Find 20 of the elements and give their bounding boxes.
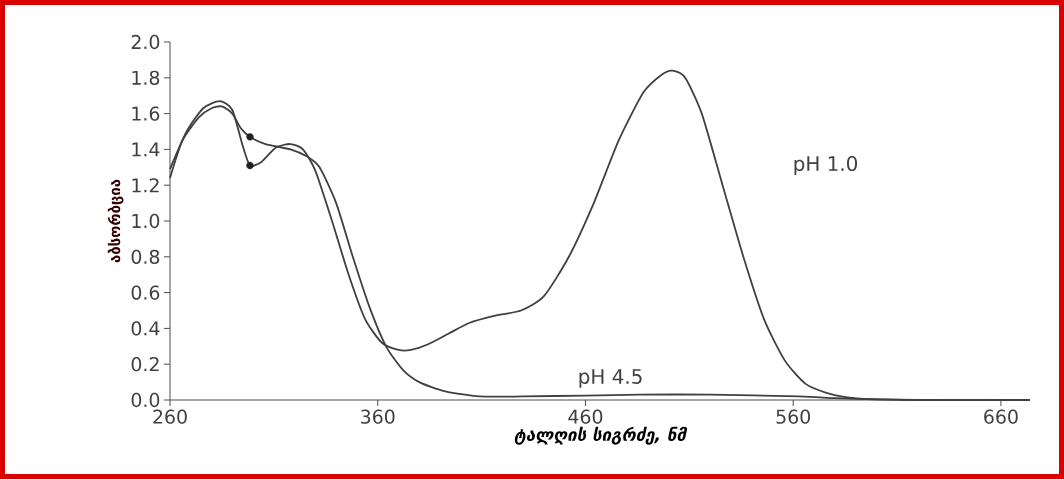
y-tick-label: 1.0 (132, 213, 160, 229)
y-tick-label: 2.0 (131, 34, 160, 50)
x-tick-label: 560 (776, 409, 810, 424)
annotation: pH 4.5 (579, 369, 642, 388)
y-tick-label: 0.2 (131, 357, 159, 372)
x-axis-title: ტალღის სიგრძე, ნმ (514, 426, 688, 445)
y-tick-label: 0.6 (131, 285, 160, 300)
y-tick-label: 1.6 (132, 106, 160, 121)
y-axis-title: აბსორბცია (107, 179, 124, 263)
y-tick-label: 0.4 (131, 321, 160, 336)
x-tick-label: 460 (568, 409, 603, 424)
x-tick-label: 660 (984, 409, 1018, 424)
y-tick-label: 0.8 (131, 249, 160, 264)
x-tick-label: 260 (153, 409, 187, 424)
y-tick-label: 1.4 (132, 142, 160, 157)
annotation: pH 1.0 (794, 156, 858, 175)
x-tick-label: 360 (361, 409, 395, 424)
y-tick-label: 1.8 (132, 70, 160, 85)
y-tick-label: 0.0 (131, 392, 160, 408)
y-tick-label: 1.2 (132, 178, 159, 193)
